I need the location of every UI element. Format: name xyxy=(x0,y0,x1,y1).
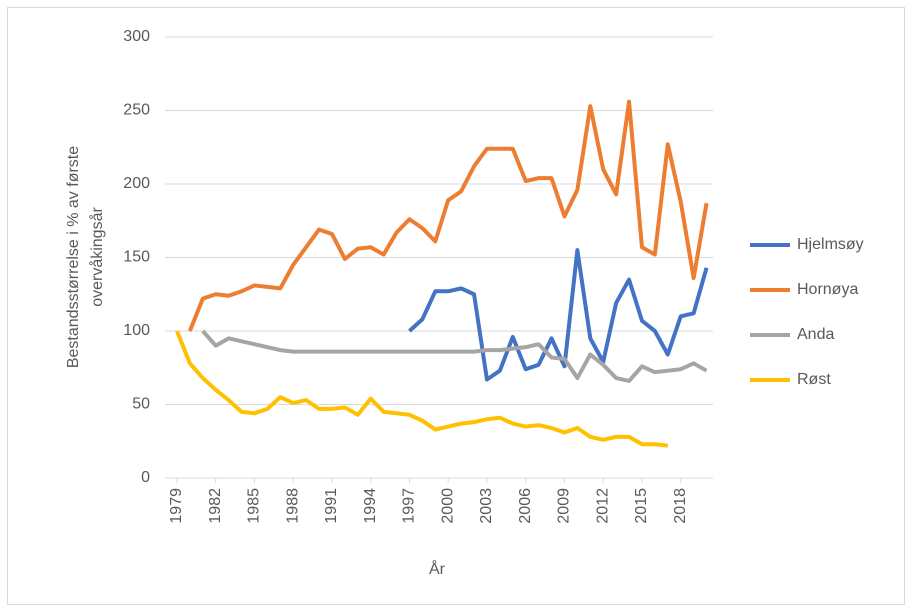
legend-label: Røst xyxy=(797,371,831,388)
x-tick-label: 2015 xyxy=(633,488,650,524)
y-axis-title-line: overvåkingsår xyxy=(88,207,106,307)
y-tick-label: 50 xyxy=(132,396,150,413)
series-line xyxy=(201,329,708,383)
series-line xyxy=(188,99,709,332)
x-tick-label: 1979 xyxy=(168,488,185,524)
x-tick-label: 2018 xyxy=(672,488,689,524)
series-line xyxy=(408,248,709,382)
legend-label: Hjelmsøy xyxy=(797,236,864,253)
x-tick-label: 2003 xyxy=(478,488,495,524)
y-axis-title-line: Bestandsstørrelse i % av første xyxy=(65,146,82,368)
x-tick-label: 1982 xyxy=(207,488,224,524)
x-tick-label: 2006 xyxy=(517,488,534,524)
x-tick-label: 2009 xyxy=(556,488,573,524)
y-axis-title: Bestandsstørrelse i % av første overvåki… xyxy=(65,146,106,368)
x-tick-label: 1994 xyxy=(362,488,379,524)
y-tick-label: 200 xyxy=(123,175,150,192)
legend-label: Hornøya xyxy=(797,281,858,298)
y-tick-label: 250 xyxy=(123,102,150,119)
x-tick-label: 2012 xyxy=(594,488,611,524)
y-tick-label: 0 xyxy=(141,469,150,486)
x-axis-title: År xyxy=(429,559,446,578)
x-tick-label: 1991 xyxy=(323,488,340,524)
y-tick-label: 100 xyxy=(123,322,150,339)
chart-frame xyxy=(7,7,905,605)
x-tick-label: 1997 xyxy=(401,488,418,524)
y-tick-label: 300 xyxy=(123,28,150,45)
legend-label: Anda xyxy=(797,326,834,343)
x-tick-label: 1985 xyxy=(246,488,263,524)
series-line xyxy=(175,330,669,448)
x-tick-label: 1988 xyxy=(284,488,301,524)
y-tick-label: 150 xyxy=(123,249,150,266)
x-tick-label: 2000 xyxy=(439,488,456,524)
